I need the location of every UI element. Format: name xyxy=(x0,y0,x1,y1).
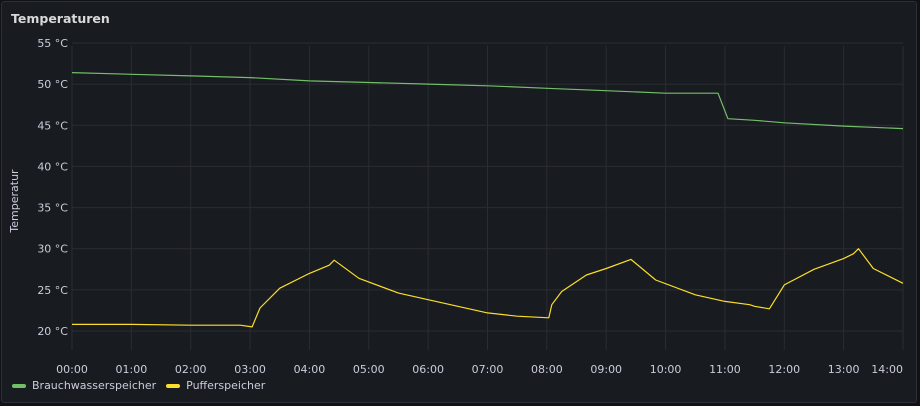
x-axis-ticks: 00:00 01:00 02:00 03:00 04:00 05:00 06:00 07:00… xyxy=(56,363,903,376)
series-lines xyxy=(71,72,904,328)
x-tick-label: 08:00 xyxy=(531,363,563,376)
grid xyxy=(71,42,904,350)
legend-item-brauchwasserspeicher[interactable]: Brauchwasserspeicher xyxy=(12,379,156,392)
panel-title[interactable]: Temperaturen xyxy=(11,11,110,26)
x-tick-label: 12:00 xyxy=(768,363,800,376)
legend-label: Pufferspeicher xyxy=(186,379,266,392)
x-tick-label: 02:00 xyxy=(175,363,207,376)
legend-swatch xyxy=(166,383,181,388)
legend-label: Brauchwasserspeicher xyxy=(32,379,157,392)
y-tick-label: 30 °C xyxy=(37,243,68,256)
y-tick-label: 25 °C xyxy=(37,284,68,297)
y-tick-label: 50 °C xyxy=(37,78,68,91)
y-axis-ticks: 55 °C 50 °C 45 °C 40 °C 35 °C 30 °C 25 °C 20 °C xyxy=(37,37,68,338)
x-tick-label: 14:00 xyxy=(871,363,903,376)
legend-item-pufferspeicher[interactable]: Pufferspeicher xyxy=(166,379,265,392)
y-tick-label: 55 °C xyxy=(37,37,68,50)
y-tick-label: 40 °C xyxy=(37,160,68,173)
x-tick-label: 11:00 xyxy=(709,363,741,376)
y-tick-label: 45 °C xyxy=(37,119,68,132)
x-tick-label: 03:00 xyxy=(234,363,266,376)
x-tick-label: 01:00 xyxy=(116,363,148,376)
y-axis-label: Temperatur xyxy=(8,169,21,234)
legend-swatch xyxy=(12,383,26,388)
y-tick-label: 35 °C xyxy=(37,202,68,215)
x-tick-label: 09:00 xyxy=(590,363,622,376)
series-line-brauchwasserspeicher xyxy=(71,72,904,130)
x-tick-label: 04:00 xyxy=(294,363,326,376)
x-tick-label: 05:00 xyxy=(353,363,385,376)
y-tick-label: 20 °C xyxy=(37,325,68,338)
x-tick-label: 07:00 xyxy=(472,363,504,376)
legend: Brauchwasserspeicher Pufferspeicher xyxy=(12,379,265,392)
x-tick-label: 00:00 xyxy=(56,363,88,376)
x-tick-label: 13:00 xyxy=(828,363,860,376)
x-tick-label: 06:00 xyxy=(412,363,444,376)
x-tick-label: 10:00 xyxy=(650,363,682,376)
